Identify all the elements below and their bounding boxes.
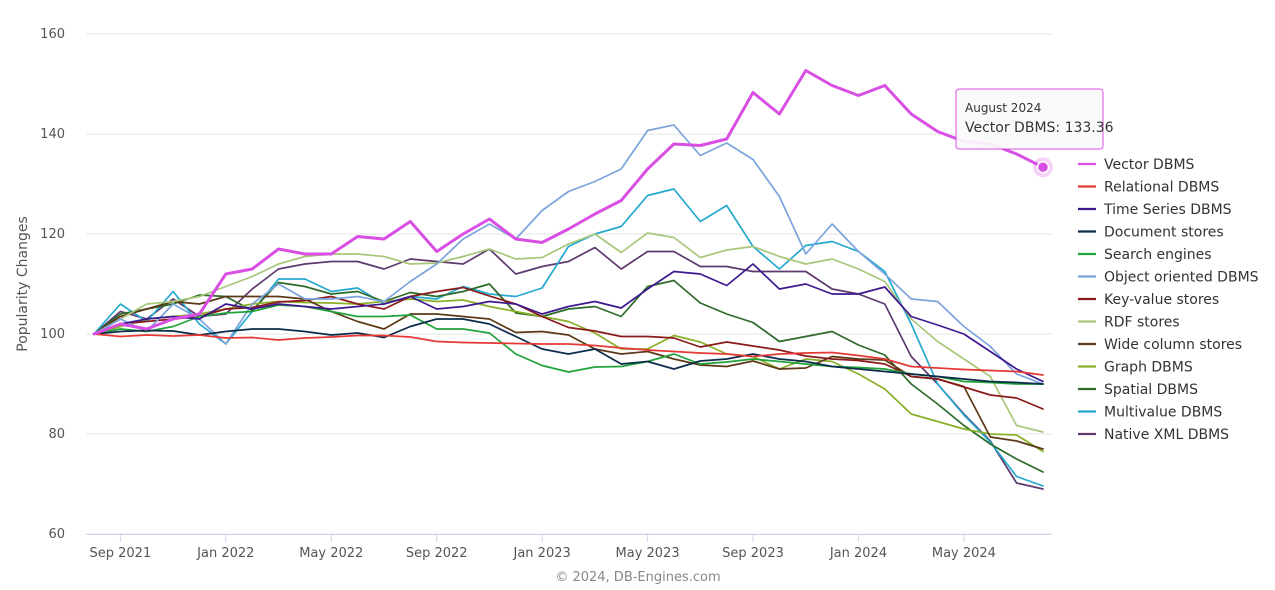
legend-label: Time Series DBMS [1103, 202, 1232, 218]
series-line[interactable] [93, 333, 1044, 376]
y-tick-label: 80 [48, 427, 65, 442]
series-line[interactable] [93, 298, 1044, 453]
legend-item[interactable]: Multivalue DBMS [1078, 405, 1222, 421]
legend-item[interactable]: Vector DBMS [1078, 157, 1195, 173]
legend-item[interactable]: RDF stores [1078, 315, 1180, 331]
legend-label: Search engines [1104, 247, 1212, 263]
x-tick-label: Sep 2023 [722, 546, 784, 561]
legend-label: Key-value stores [1104, 292, 1219, 308]
series-line[interactable] [93, 263, 1044, 383]
legend-item[interactable]: Object oriented DBMS [1078, 270, 1259, 286]
series-line[interactable] [93, 295, 1044, 450]
x-axis: Sep 2021 Jan 2022 May 2022 Sep 2022 Jan 2023… [86, 534, 1052, 561]
x-tick-label: Sep 2021 [90, 546, 152, 561]
series-line[interactable] [92, 69, 1045, 336]
series-line[interactable] [93, 318, 1044, 385]
legend-label: Native XML DBMS [1104, 427, 1229, 443]
legend-item[interactable]: Time Series DBMS [1078, 202, 1232, 218]
tooltip-box [955, 88, 1104, 150]
legend-item[interactable]: Search engines [1078, 247, 1212, 263]
x-tick-label: Sep 2022 [406, 546, 468, 561]
highlight-point[interactable] [1036, 160, 1050, 174]
legend-label: Graph DBMS [1104, 360, 1193, 376]
y-tick-label: 100 [40, 327, 65, 342]
legend-label: Wide column stores [1104, 337, 1242, 353]
legend-item[interactable]: Relational DBMS [1078, 180, 1219, 196]
legend-label: Multivalue DBMS [1104, 405, 1222, 421]
series-line[interactable] [93, 304, 1044, 385]
credits-text[interactable]: © 2024, DB-Engines.com [555, 570, 720, 585]
tooltip-date: August 2024 [965, 101, 1041, 115]
x-tick-label: May 2023 [616, 546, 680, 561]
legend-item[interactable]: Key-value stores [1078, 292, 1219, 308]
legend-label: RDF stores [1104, 315, 1180, 331]
legend-item[interactable]: Wide column stores [1078, 337, 1242, 353]
tooltip-value: Vector DBMS: 133.36 [965, 120, 1114, 136]
legend-label: Object oriented DBMS [1104, 270, 1259, 286]
x-tick-label: Jan 2022 [196, 546, 254, 561]
y-axis-label: Popularity Changes [15, 216, 31, 352]
y-tick-label: 60 [48, 527, 65, 542]
y-tick-label: 140 [40, 127, 65, 142]
series-line[interactable] [93, 124, 1044, 385]
series-line[interactable] [93, 279, 1044, 473]
legend-item[interactable]: Native XML DBMS [1078, 427, 1229, 443]
x-tick-label: Jan 2023 [513, 546, 571, 561]
series-line[interactable] [93, 232, 1044, 433]
y-axis: 60 80 100 120 140 160 [40, 27, 65, 542]
series-line[interactable] [93, 246, 1044, 490]
y-tick-label: 120 [40, 227, 65, 242]
series-lines[interactable] [92, 69, 1053, 490]
series-line[interactable] [93, 286, 1044, 410]
legend-item[interactable]: Document stores [1078, 225, 1224, 241]
x-tick-label: Jan 2024 [829, 546, 887, 561]
x-tick-label: May 2022 [299, 546, 363, 561]
legend-label: Spatial DBMS [1104, 382, 1198, 398]
legend-item[interactable]: Graph DBMS [1078, 360, 1193, 376]
legend-label: Relational DBMS [1104, 180, 1219, 196]
legend-label: Document stores [1104, 225, 1224, 241]
y-tick-label: 160 [40, 27, 65, 42]
x-tick-label: May 2024 [932, 546, 996, 561]
tooltip: August 2024 Vector DBMS: 133.36 [955, 88, 1114, 150]
legend-label: Vector DBMS [1104, 157, 1195, 173]
legend-item[interactable]: Spatial DBMS [1078, 382, 1198, 398]
legend[interactable]: Vector DBMS Relational DBMS Time Series DB… [1078, 157, 1259, 443]
